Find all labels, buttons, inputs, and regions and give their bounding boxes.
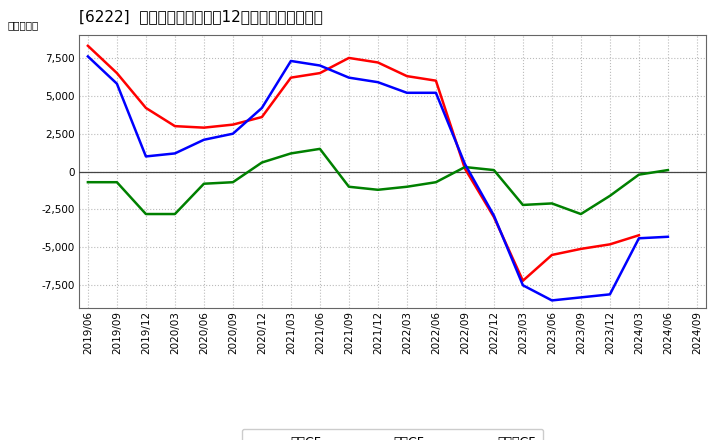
フリーCF (664, 234, 672, 239)
営業CF (228, 122, 237, 127)
投賃CF (171, 211, 179, 216)
投賃CF (142, 211, 150, 216)
フリーCF (112, 81, 121, 86)
営業CF (490, 214, 498, 220)
フリーCF (171, 151, 179, 156)
フリーCF (634, 236, 643, 241)
フリーCF (461, 161, 469, 167)
フリーCF (374, 80, 382, 85)
営業CF (287, 75, 295, 80)
投賃CF (315, 146, 324, 151)
営業CF (315, 70, 324, 76)
営業CF (345, 55, 354, 61)
Line: 投賃CF: 投賃CF (88, 149, 668, 214)
投賃CF (490, 168, 498, 173)
フリーCF (199, 137, 208, 143)
フリーCF (345, 75, 354, 80)
営業CF (112, 70, 121, 76)
営業CF (634, 233, 643, 238)
Y-axis label: （百万円）: （百万円） (7, 20, 38, 30)
フリーCF (606, 292, 614, 297)
営業CF (402, 73, 411, 79)
投賃CF (664, 168, 672, 173)
投賃CF (199, 181, 208, 187)
フリーCF (518, 282, 527, 288)
投賃CF (374, 187, 382, 192)
投賃CF (518, 202, 527, 208)
投賃CF (402, 184, 411, 189)
フリーCF (142, 154, 150, 159)
フリーCF (315, 63, 324, 68)
営業CF (258, 114, 266, 120)
フリーCF (490, 213, 498, 218)
Legend: 営業CF, 投賃CF, フリーCF: 営業CF, 投賃CF, フリーCF (242, 429, 543, 440)
営業CF (577, 246, 585, 252)
投賃CF (84, 180, 92, 185)
フリーCF (287, 59, 295, 64)
営業CF (84, 43, 92, 48)
投賃CF (112, 180, 121, 185)
フリーCF (84, 54, 92, 59)
営業CF (548, 252, 557, 257)
投賃CF (431, 180, 440, 185)
営業CF (142, 105, 150, 110)
フリーCF (228, 131, 237, 136)
Line: 営業CF: 営業CF (88, 46, 639, 281)
営業CF (606, 242, 614, 247)
投賃CF (345, 184, 354, 189)
営業CF (374, 60, 382, 65)
投賃CF (634, 172, 643, 177)
投賃CF (548, 201, 557, 206)
フリーCF (548, 298, 557, 303)
フリーCF (402, 90, 411, 95)
営業CF (199, 125, 208, 130)
投賃CF (287, 151, 295, 156)
営業CF (431, 78, 440, 83)
営業CF (171, 124, 179, 129)
投賃CF (577, 211, 585, 216)
フリーCF (431, 90, 440, 95)
Text: [6222]  キャッシュフローの12か月移動合計の推移: [6222] キャッシュフローの12か月移動合計の推移 (79, 9, 323, 24)
営業CF (518, 278, 527, 283)
投賃CF (461, 165, 469, 170)
フリーCF (258, 105, 266, 110)
フリーCF (577, 295, 585, 300)
投賃CF (228, 180, 237, 185)
営業CF (461, 166, 469, 171)
Line: フリーCF: フリーCF (88, 56, 668, 301)
投賃CF (258, 160, 266, 165)
投賃CF (606, 193, 614, 198)
